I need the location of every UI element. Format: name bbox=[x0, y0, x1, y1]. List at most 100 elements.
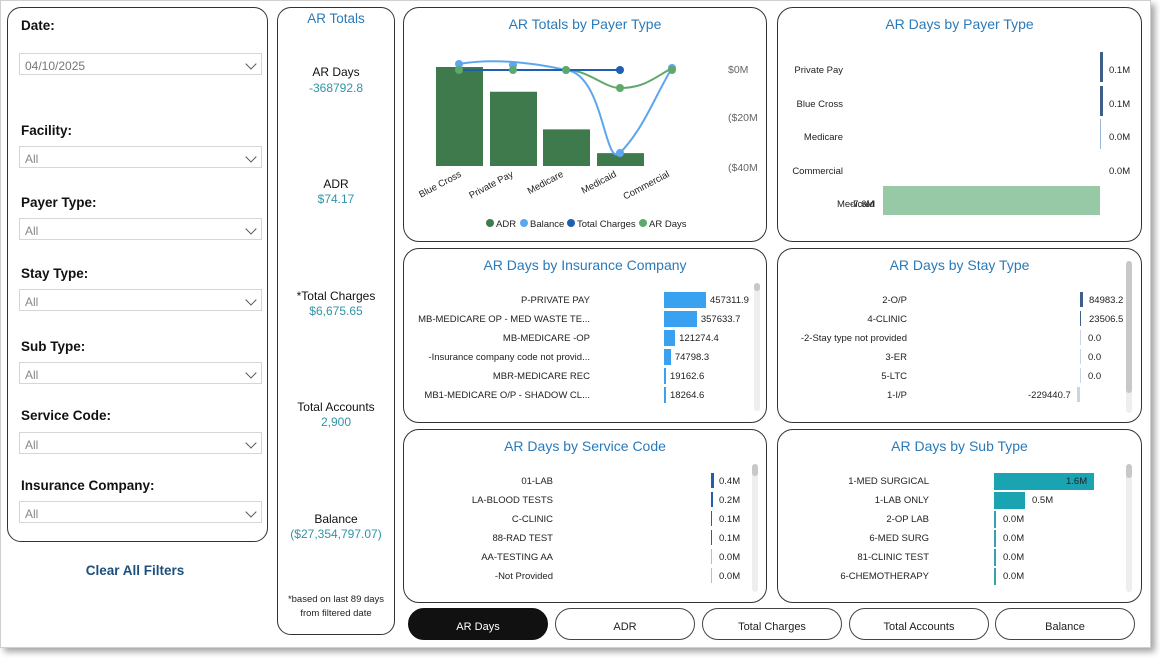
chevron-down-icon bbox=[245, 58, 257, 70]
stay-row-value: 23506.5 bbox=[1089, 314, 1124, 325]
ar-days-point bbox=[668, 66, 676, 74]
service-scroll-thumb[interactable] bbox=[752, 464, 758, 476]
subtype-row-value: 0.0M bbox=[1003, 552, 1025, 563]
ar-days-point bbox=[562, 66, 570, 74]
service-code-select[interactable]: All bbox=[19, 432, 262, 454]
payer-totals-card: AR Totals by Payer Type Blue Cross Privat… bbox=[403, 7, 767, 242]
insurance-row-label: -Insurance company code not provid... bbox=[428, 352, 590, 363]
adr-label: ADR bbox=[323, 177, 349, 191]
service-row-label: 01-LAB bbox=[521, 476, 553, 487]
stay-type-label: Stay Type: bbox=[21, 266, 89, 281]
insurance-company-select[interactable]: All bbox=[19, 501, 262, 523]
x-axis-label: Commercial bbox=[621, 169, 671, 203]
subtype-row-bar bbox=[994, 511, 996, 528]
payer-row-bar bbox=[1100, 52, 1103, 82]
payer-totals-chart: Blue Cross Private Pay Medicare Medicaid Com… bbox=[417, 60, 758, 230]
stay-type-select[interactable]: All bbox=[19, 289, 262, 311]
balance-point bbox=[616, 149, 624, 157]
date-select[interactable]: 04/10/2025 bbox=[19, 53, 262, 75]
payer-row-bar bbox=[1100, 119, 1101, 149]
subtype-row-bar bbox=[994, 549, 996, 566]
totals-footnote: *based on last 89 days from filtered dat… bbox=[287, 594, 385, 619]
insurance-row-bar bbox=[664, 330, 676, 346]
stay-row-value: 0.0 bbox=[1088, 352, 1102, 363]
total-accounts-value: 2,900 bbox=[320, 415, 352, 429]
service-row-value: 0.4M bbox=[719, 476, 741, 487]
ar-totals-panel: AR Totals AR Days -368792.8 ADR $74.17 *… bbox=[277, 7, 395, 635]
subtype-row-label: 1-MED SURGICAL bbox=[848, 476, 929, 487]
subtype-row-label: 81-CLINIC TEST bbox=[857, 552, 929, 563]
payer-type-value: All bbox=[25, 224, 39, 238]
filters-panel: Date: 04/10/2025 Facility: All Payer Typ… bbox=[7, 7, 268, 542]
subtype-row-bar bbox=[994, 473, 1094, 490]
service-row-bar bbox=[711, 549, 712, 564]
subtype-row-bar bbox=[994, 530, 996, 547]
stay-scrollbar[interactable] bbox=[1126, 261, 1132, 413]
y-tick-20: ($20M bbox=[728, 112, 758, 124]
subtype-row-label: 6-CHEMOTHERAPY bbox=[840, 571, 929, 582]
ar-days-value: -368792.8 bbox=[308, 81, 364, 95]
stay-row-value: 0.0 bbox=[1088, 333, 1102, 344]
service-row-label: AA-TESTING AA bbox=[481, 552, 553, 563]
tab-ar-days[interactable]: AR Days bbox=[408, 608, 548, 640]
ar-days-point bbox=[616, 84, 624, 92]
payer-row-value: -7.6M bbox=[850, 199, 875, 210]
payer-row-value: 0.1M bbox=[1109, 99, 1131, 110]
ar-days-payer-title: AR Days by Payer Type bbox=[885, 16, 1034, 32]
service-row-value: 0.2M bbox=[719, 495, 741, 506]
subtype-row-value: 0.0M bbox=[1003, 514, 1025, 525]
insurance-row-bar bbox=[664, 349, 671, 365]
clear-all-filters-button[interactable]: Clear All Filters bbox=[85, 563, 185, 578]
sub-type-scroll-thumb[interactable] bbox=[1126, 464, 1132, 478]
x-axis-label: Private Pay bbox=[467, 169, 515, 202]
adr-bar bbox=[597, 153, 644, 166]
subtype-row-value: 0.0M bbox=[1003, 533, 1025, 544]
stay-row-bar bbox=[1080, 349, 1081, 364]
insurance-row-bar bbox=[664, 387, 666, 403]
insurance-row-label: MB-MEDICARE -OP bbox=[502, 333, 590, 344]
sub-type-value: All bbox=[25, 368, 39, 382]
date-value: 04/10/2025 bbox=[25, 59, 86, 73]
sub-type-scrollbar[interactable] bbox=[1126, 464, 1132, 592]
tab-balance[interactable]: Balance bbox=[995, 608, 1135, 640]
ar-days-payer-card: AR Days by Payer Type Private Pay 0.1M Blu… bbox=[777, 7, 1142, 242]
service-row-bar bbox=[711, 530, 712, 545]
sub-type-select[interactable]: All bbox=[19, 362, 262, 384]
facility-value: All bbox=[25, 152, 39, 166]
legend-total-charges-swatch bbox=[567, 219, 575, 227]
subtype-row-label: 2-OP LAB bbox=[886, 514, 929, 525]
legend-balance-swatch bbox=[520, 219, 528, 227]
chevron-down-icon bbox=[245, 506, 257, 518]
service-scrollbar[interactable] bbox=[752, 464, 758, 592]
stay-type-value: All bbox=[25, 295, 39, 309]
service-row-value: 0.1M bbox=[719, 533, 741, 544]
stay-scroll-thumb[interactable] bbox=[1126, 261, 1132, 393]
facility-select[interactable]: All bbox=[19, 146, 262, 168]
insurance-scrollbar[interactable] bbox=[754, 283, 760, 411]
y-tick-40: ($40M bbox=[728, 162, 758, 174]
subtype-row-value: 0.5M bbox=[1032, 495, 1054, 506]
payer-type-select[interactable]: All bbox=[19, 218, 262, 240]
tab-total-charges[interactable]: Total Charges bbox=[702, 608, 842, 640]
service-row-bar bbox=[711, 568, 712, 583]
service-row-label: -Not Provided bbox=[494, 571, 553, 582]
payer-row-label: Commercial bbox=[792, 166, 843, 177]
total-charges-value: $6,675.65 bbox=[309, 304, 363, 318]
service-row-label: 88-RAD TEST bbox=[492, 533, 553, 544]
chevron-down-icon bbox=[245, 223, 257, 235]
payer-row-bar bbox=[883, 186, 1100, 215]
stay-row-label: 4-CLINIC bbox=[867, 314, 907, 325]
tab-adr[interactable]: ADR bbox=[555, 608, 695, 640]
insurance-title: AR Days by Insurance Company bbox=[483, 257, 687, 273]
stay-row-bar bbox=[1080, 311, 1081, 326]
tab-total-accounts[interactable]: Total Accounts bbox=[849, 608, 989, 640]
insurance-company-value: All bbox=[25, 507, 39, 521]
payer-totals-title: AR Totals by Payer Type bbox=[508, 16, 662, 32]
adr-bar bbox=[490, 91, 537, 166]
legend-balance: Balance bbox=[530, 219, 564, 230]
balance-label: Balance bbox=[314, 512, 358, 526]
insurance-scroll-thumb[interactable] bbox=[754, 283, 760, 291]
payer-row-bar bbox=[1100, 86, 1103, 116]
stay-type-card: AR Days by Stay Type 2-O/P 84983.2 4-CLINI… bbox=[777, 248, 1142, 423]
stay-row-bar bbox=[1080, 368, 1081, 383]
